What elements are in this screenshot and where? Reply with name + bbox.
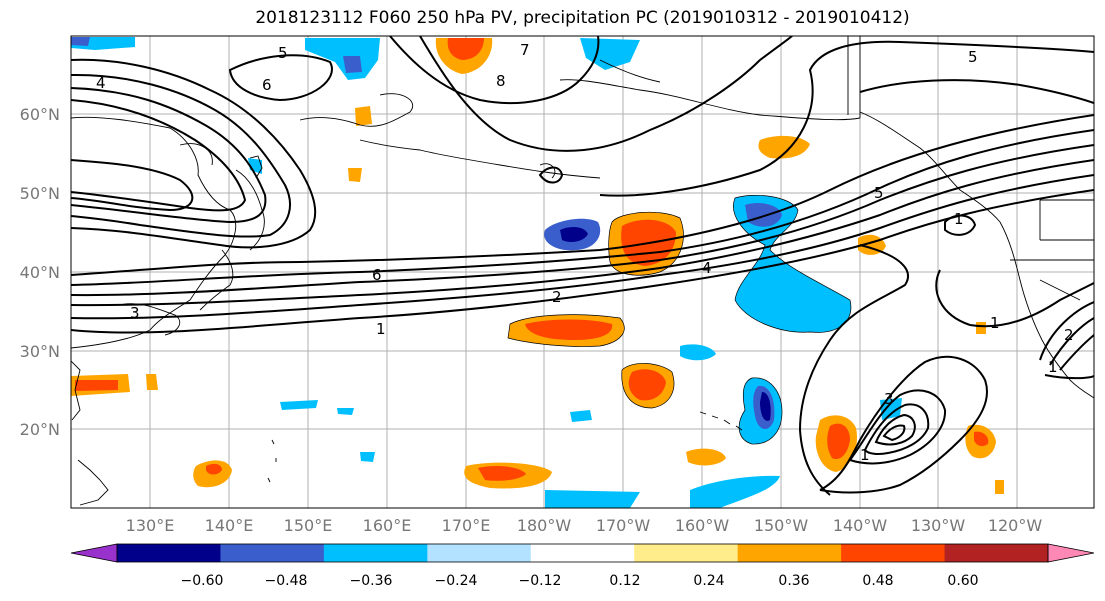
pv-label: 1: [1048, 358, 1058, 376]
colorbar-segment: [427, 544, 532, 562]
lon-label: 170°W: [596, 516, 651, 535]
pv-label: 4: [96, 74, 106, 92]
colorbar-segment: [737, 544, 842, 562]
colorbar-segment: [220, 544, 325, 562]
colorbar-tick-label: 0.24: [693, 573, 724, 589]
pv-label: 2: [552, 288, 562, 306]
colorbar-tick-label: −0.36: [350, 573, 393, 589]
lat-label: 50°N: [20, 184, 60, 203]
pv-label: 6: [372, 266, 382, 284]
colorbar-extension-low: [70, 543, 118, 563]
lat-label: 60°N: [20, 105, 60, 124]
map-title: 2018123112 F060 250 hPa PV, precipitatio…: [255, 8, 910, 28]
pv-label: 8: [496, 72, 506, 90]
pv-contour-labels: 5 6 4 7 8 5 5 6 4 2 1 1 3 1 1 2 1 3: [96, 41, 1074, 464]
colorbar-border: [116, 543, 1049, 563]
pv-label: 1: [376, 320, 386, 338]
lon-label: 150°E: [284, 516, 333, 535]
coastlines: [71, 36, 1094, 506]
pv-label: 7: [520, 41, 530, 59]
colorbar-segment: [530, 544, 635, 562]
lon-label: 130°W: [911, 516, 966, 535]
colorbar-tick-label: −0.24: [435, 573, 478, 589]
pv-label: 3: [884, 390, 894, 408]
colorbar-segment: [944, 544, 1049, 562]
map-frame: [70, 35, 1095, 509]
colorbar-tick-label: −0.12: [519, 573, 562, 589]
colorbar-tick-label: −0.60: [181, 573, 224, 589]
colorbar: [70, 543, 1095, 563]
pv-label: 1: [954, 210, 964, 228]
lon-label: 160°E: [363, 516, 412, 535]
colorbar-segment: [117, 544, 221, 562]
lon-label: 160°W: [675, 516, 730, 535]
latitude-labels: 60°N 50°N 40°N 30°N 20°N: [20, 105, 60, 439]
lat-label: 30°N: [20, 342, 60, 361]
lon-label: 120°W: [988, 516, 1043, 535]
pv-label: 1: [860, 446, 870, 464]
colorbar-tick-label: 0.36: [778, 573, 809, 589]
colorbar-tick-label: 0.48: [862, 573, 893, 589]
pv-label: 5: [968, 48, 978, 66]
pv-label: 5: [278, 44, 288, 62]
lat-label: 40°N: [20, 263, 60, 282]
pv-label: 1: [990, 314, 1000, 332]
pv-label: 6: [262, 76, 272, 94]
colorbar-extension-high: [1047, 543, 1095, 563]
lon-label: 140°W: [833, 516, 888, 535]
longitude-labels: 130°E 140°E 150°E 160°E 170°E 180°W 170°…: [126, 516, 1043, 535]
colorbar-tick-label: 0.60: [947, 573, 978, 589]
lon-label: 170°E: [442, 516, 491, 535]
graticule: [71, 36, 1094, 508]
colorbar-tick-labels: −0.60 −0.48 −0.36 −0.24 −0.12 0.12 0.24 …: [181, 573, 979, 589]
pv-label: 4: [702, 259, 712, 277]
pv-contours: [71, 36, 1094, 496]
precip-anomaly-shading: [71, 37, 1004, 508]
lon-label: 130°E: [126, 516, 175, 535]
lon-label: 180°W: [517, 516, 572, 535]
colorbar-segment: [634, 544, 739, 562]
pv-label: 3: [130, 304, 140, 322]
colorbar-segment: [323, 544, 428, 562]
colorbar-tick-label: −0.48: [265, 573, 308, 589]
pv-label: 5: [874, 184, 884, 202]
lon-label: 150°W: [754, 516, 809, 535]
lon-label: 140°E: [205, 516, 254, 535]
lat-label: 20°N: [20, 420, 60, 439]
colorbar-tick-label: 0.12: [609, 573, 640, 589]
colorbar-segment: [841, 544, 946, 562]
pv-label: 2: [1064, 326, 1074, 344]
